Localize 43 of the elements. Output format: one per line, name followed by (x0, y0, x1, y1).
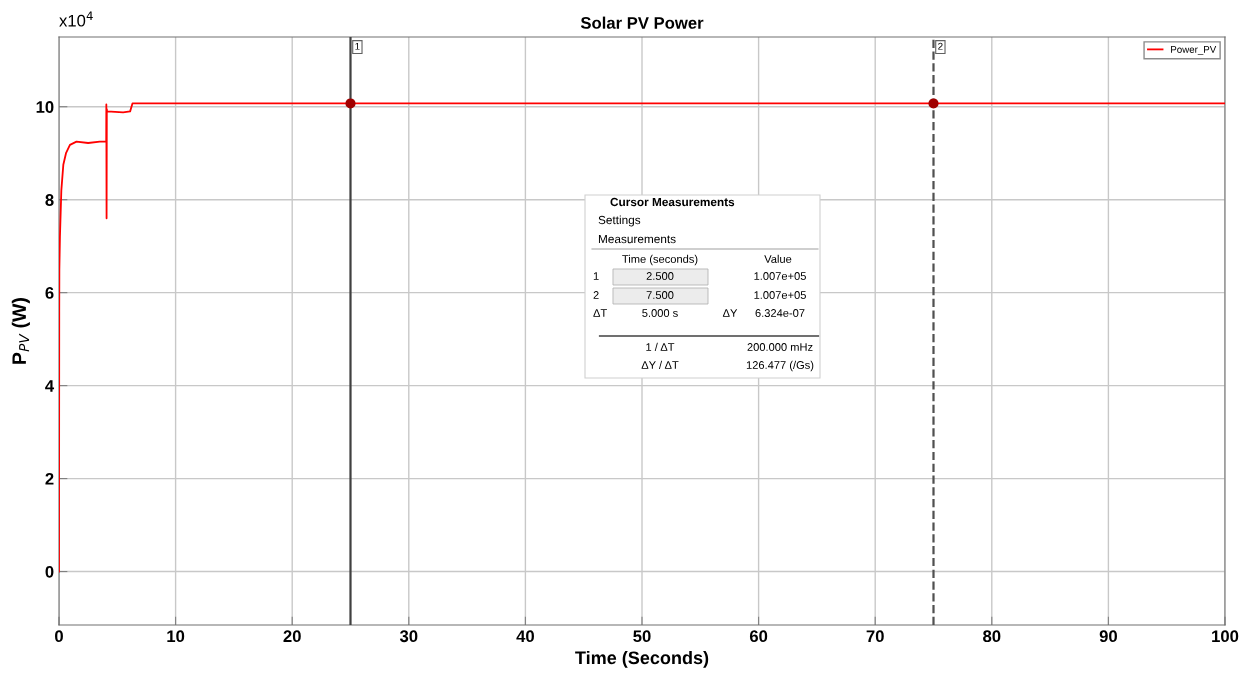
annotation: 7.500 (646, 291, 674, 299)
y-tick-label: 10 (36, 101, 54, 113)
annotation: ΔT (593, 309, 607, 317)
annotation: 5.000 s (642, 309, 678, 317)
annotation: 1.007e+05 (754, 291, 806, 299)
x-tick-label: 100 (1212, 630, 1239, 643)
x-tick-label: 20 (283, 630, 301, 643)
annotation: 1 / ΔT (646, 342, 675, 351)
annotation: 1 (355, 42, 360, 50)
annotation: 200.000 mHz (747, 343, 813, 351)
y-tick-label: 4 (45, 380, 55, 392)
chart-title: Solar PV Power (580, 16, 704, 29)
x-tick-label: 70 (866, 630, 884, 643)
annotation: 6.324e-07 (755, 309, 805, 317)
x-tick-label: 90 (1099, 630, 1117, 643)
annotation: Cursor Measurements (610, 197, 735, 207)
annotation: Measurements (598, 234, 676, 244)
legend-label: Power_PV (1171, 46, 1217, 55)
text: x10$^{4}$ (59, 11, 93, 27)
annotation: Time (seconds) (622, 254, 698, 266)
y-tick-label: 6 (45, 287, 54, 299)
x-tick-label: 30 (399, 630, 418, 643)
y-axis-title: P$_{PV}$ (W) (11, 298, 30, 364)
annotation: 1.007e+05 (754, 272, 806, 280)
x-tick-label: 60 (749, 630, 768, 643)
annotation: 2 (593, 291, 599, 299)
annotation: 1 (593, 272, 599, 280)
annotation: 2 (938, 42, 943, 50)
y-tick-label: 8 (45, 194, 54, 206)
x-tick-label: 80 (983, 630, 1001, 643)
x-tick-label: 50 (633, 630, 651, 643)
y-tick-label: 0 (45, 565, 54, 578)
annotation: 2.500 (646, 272, 674, 280)
annotation: 126.477 (/Gs) (746, 360, 814, 372)
x-tick-label: 0 (55, 630, 63, 643)
annotation: Settings (598, 215, 641, 227)
x-axis-title: Time (Seconds) (575, 650, 709, 668)
annotation: Value (764, 254, 792, 263)
annotation: ΔY (722, 309, 738, 317)
x-tick-label: 10 (167, 630, 185, 643)
annotation: ΔY / ΔT (641, 360, 679, 369)
y-tick-label: 2 (45, 472, 54, 485)
x-tick-label: 40 (516, 630, 534, 643)
